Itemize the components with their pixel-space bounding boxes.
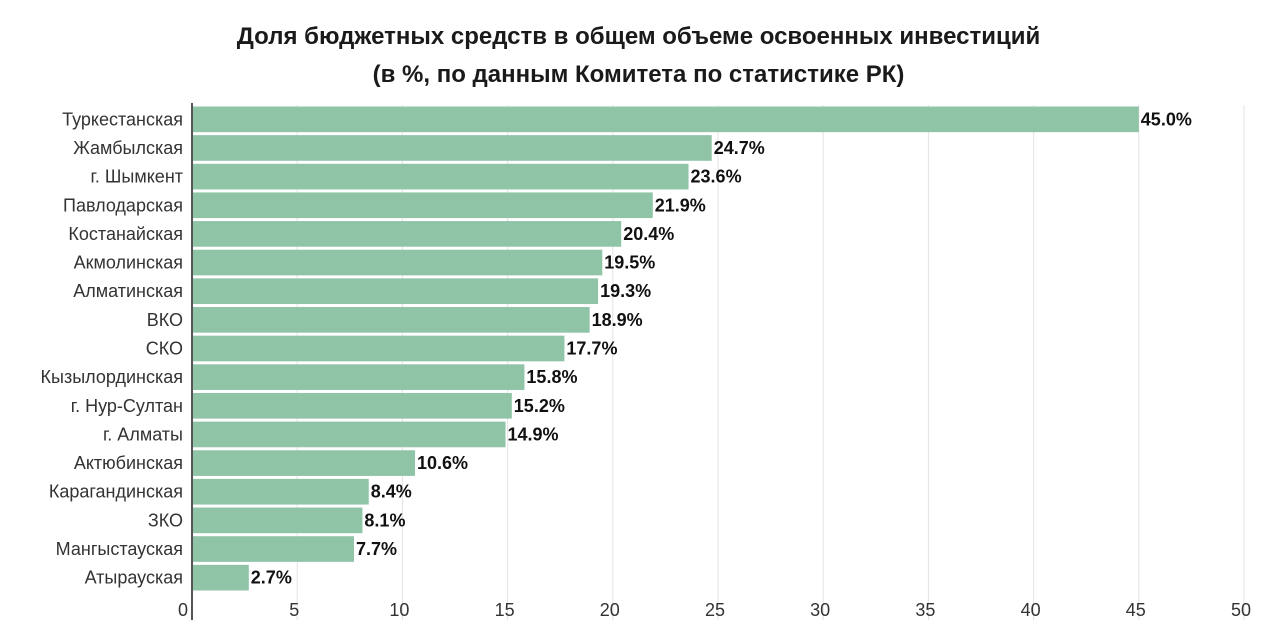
bar [192,135,712,161]
bar [192,278,599,305]
x-tick-label: 45 [1126,600,1146,620]
category-label: г. Шымкент [91,167,183,187]
data-label: 8.4% [371,482,412,502]
chart-title-block: Доля бюджетных средств в общем объеме ос… [0,18,1277,94]
data-label: 2.7% [251,568,292,588]
data-label: 7.7% [356,539,397,559]
data-label: 19.5% [604,253,655,273]
bar [192,364,525,390]
x-tick-label: 35 [915,600,935,620]
bar [192,192,653,219]
category-label: Карагандинская [49,482,183,502]
bar [192,335,565,362]
category-label: г. Нур-Султан [71,396,183,416]
data-label: 45.0% [1141,109,1192,129]
x-tick-label: 40 [1021,600,1041,620]
x-tick-label: 20 [600,600,620,620]
bar [192,478,369,505]
category-label: ВКО [147,310,183,330]
category-label: Актюбинская [74,453,183,473]
data-label: 21.9% [655,195,706,215]
data-label: 17.7% [566,339,617,359]
category-label: Атырауская [85,568,183,588]
category-label: Акмолинская [74,253,183,273]
bar [192,564,249,591]
x-tick-label: 50 [1231,600,1251,620]
data-label: 10.6% [417,453,468,473]
bar [192,307,590,333]
x-tick-label: 25 [705,600,725,620]
bar [192,163,689,190]
data-label: 19.3% [600,281,651,301]
x-tick-label: 30 [810,600,830,620]
data-label: 15.2% [514,396,565,416]
category-label: Мангыстауская [56,539,183,559]
category-label: Костанайская [68,224,183,244]
bar [192,221,622,247]
category-label: Жамбылская [73,138,183,158]
data-label: 24.7% [714,138,765,158]
data-label: 15.8% [526,367,577,387]
data-label: 8.1% [364,510,405,530]
bar [192,450,416,476]
bar [192,536,355,562]
bar [192,421,506,448]
bar [192,392,512,419]
x-tick-label: 15 [495,600,515,620]
category-label: г. Алматы [103,424,183,444]
data-label: 20.4% [623,224,674,244]
chart-title: Доля бюджетных средств в общем объеме ос… [236,23,1041,50]
x-tick-label: 10 [389,600,409,620]
data-label: 23.6% [691,167,742,187]
data-label: 18.9% [592,310,643,330]
category-label: Туркестанская [62,109,183,129]
category-label: СКО [146,339,183,359]
data-label: 14.9% [507,424,558,444]
category-label: Павлодарская [63,195,183,215]
category-label: Алматинская [73,281,183,301]
category-label: ЗКО [148,510,183,530]
bar [192,249,603,276]
bar [192,507,363,534]
x-tick-label: 0 [178,600,188,620]
x-tick-label: 5 [289,600,299,620]
bar [192,106,1139,133]
category-label: Кызылординская [41,367,183,387]
chart-subtitle: (в %, по данным Комитета по статистике Р… [372,61,905,88]
